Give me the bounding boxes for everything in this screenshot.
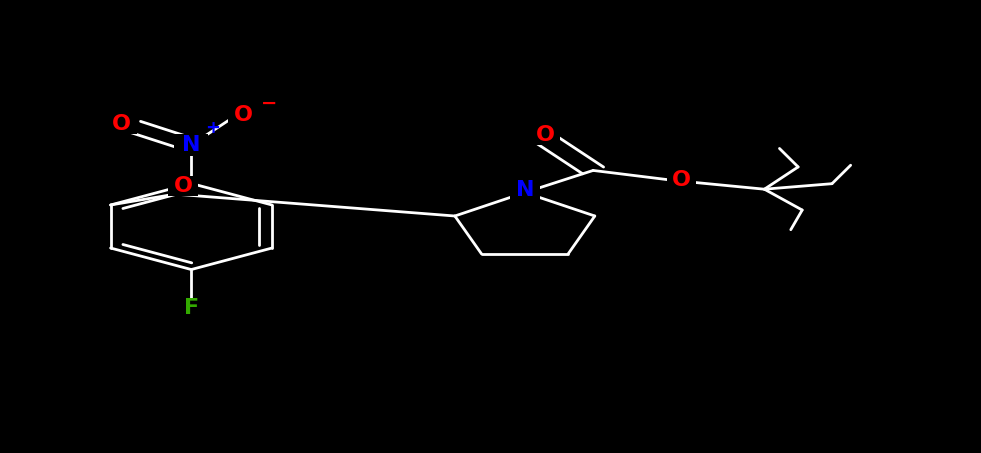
Bar	[228, 104, 259, 125]
Text: +: +	[205, 119, 221, 137]
Text: −: −	[261, 94, 278, 113]
Text: N: N	[182, 135, 200, 155]
Text: N: N	[516, 180, 534, 200]
Bar	[531, 125, 560, 145]
Text: O: O	[174, 176, 192, 196]
Bar	[175, 134, 209, 156]
Text: F: F	[183, 298, 199, 318]
Text: O: O	[112, 114, 131, 134]
Bar	[667, 171, 697, 190]
Bar	[510, 180, 540, 200]
Bar	[177, 298, 206, 318]
Text: O: O	[536, 125, 555, 145]
Text: O: O	[234, 105, 253, 125]
Bar	[169, 176, 198, 196]
Bar	[106, 114, 137, 134]
Text: O: O	[672, 170, 691, 190]
